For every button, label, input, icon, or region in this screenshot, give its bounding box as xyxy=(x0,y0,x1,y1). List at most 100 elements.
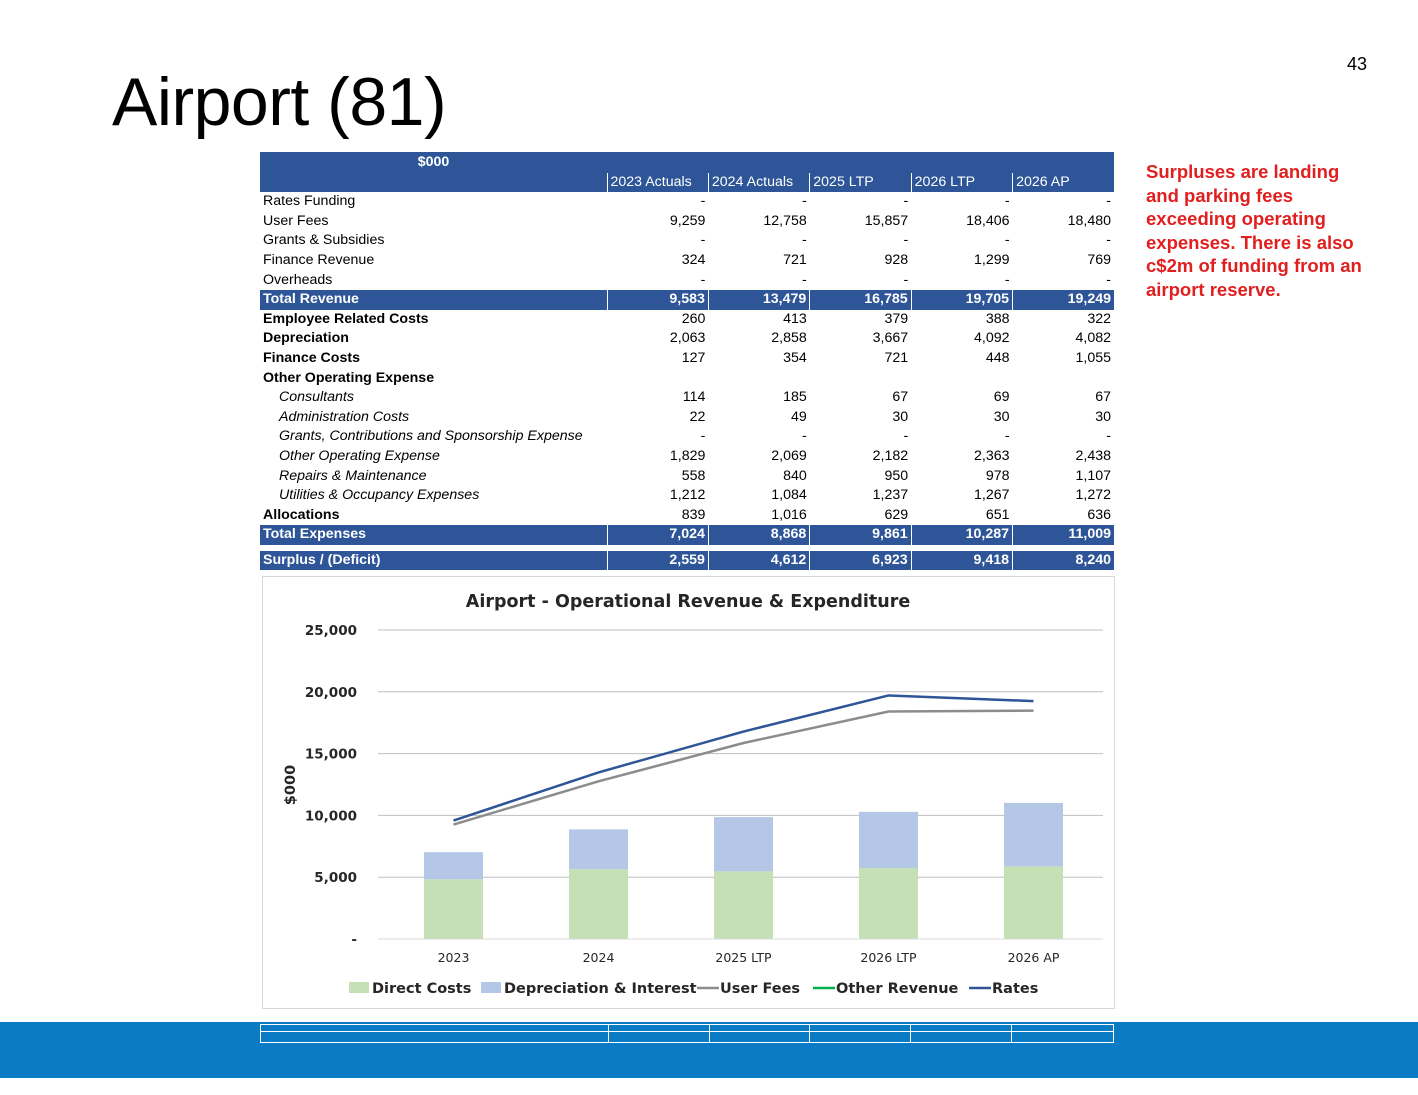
row-label: Grants & Subsidies xyxy=(263,232,385,249)
cell-value: 30 xyxy=(1095,408,1112,425)
row-label: Repairs & Maintenance xyxy=(279,467,427,484)
cell-value: 1,299 xyxy=(974,252,1010,269)
table-row: Other Operating Expense xyxy=(260,368,1114,388)
cell-value: - xyxy=(1106,232,1112,249)
legend-swatch xyxy=(349,982,369,993)
cell-value: 2,069 xyxy=(771,448,807,465)
x-tick-label: 2024 xyxy=(583,950,615,965)
cell-value: 840 xyxy=(783,467,807,484)
bar-depreciation-interest xyxy=(859,811,918,868)
cell-value: 1,055 xyxy=(1075,350,1112,367)
cell-value: 19,705 xyxy=(910,289,1013,310)
cell-value: 49 xyxy=(791,408,807,425)
row-label: Rates Funding xyxy=(263,193,356,210)
cell-value: - xyxy=(1004,232,1010,249)
table-row: Overheads - - - - - xyxy=(260,270,1114,290)
table-unit-header-row: $000 xyxy=(260,152,1115,173)
cell-value: 1,107 xyxy=(1075,467,1112,484)
cell-value: 22 xyxy=(689,408,706,425)
table-row: Administration Costs 22 49 30 30 30 xyxy=(260,408,1114,428)
cell-value: - xyxy=(1004,193,1010,210)
cell-value: 10,287 xyxy=(910,525,1013,545)
row-label: Total Revenue xyxy=(260,289,607,310)
cell-value: 1,829 xyxy=(669,448,706,465)
table-body: Rates Funding - - - - - User Fees 9,259 12,758 15… xyxy=(260,192,1115,571)
cell-value: 30 xyxy=(892,408,909,425)
bar-depreciation-interest xyxy=(714,817,773,872)
row-label: Total Expenses xyxy=(260,525,607,545)
cell-value: 322 xyxy=(1087,310,1112,327)
y-tick-label: 25,000 xyxy=(305,623,357,639)
page-title: Airport (81) xyxy=(112,64,447,140)
line-user-fees xyxy=(453,709,1034,826)
cell-value: - xyxy=(903,232,909,249)
cell-value: 721 xyxy=(884,350,909,367)
legend-label: User Fees xyxy=(720,981,800,997)
cell-value xyxy=(810,368,911,388)
bar-direct-costs xyxy=(714,871,773,939)
unit-label: $000 xyxy=(260,152,607,173)
row-label: Employee Related Costs xyxy=(263,310,429,327)
cell-value: 13,479 xyxy=(707,289,810,310)
table-row: Rates Funding - - - - - xyxy=(260,192,1114,212)
table-row: Utilities & Occupancy Expenses 1,212 1,084… xyxy=(260,486,1114,506)
cell-value: 4,612 xyxy=(707,550,810,571)
cell-value: 769 xyxy=(1087,252,1112,269)
column-header: 2026 AP xyxy=(1012,173,1115,192)
cell-value: 2,438 xyxy=(1075,448,1112,465)
table-row: Grants, Contributions and Sponsorship Ex… xyxy=(260,427,1114,447)
column-header: 2024 Actuals xyxy=(707,173,810,192)
total-row: Total Expenses 7,024 8,868 9,861 10,287 11,00… xyxy=(260,525,1115,545)
footer-table-outline xyxy=(260,1024,1114,1043)
legend-label: Direct Costs xyxy=(372,981,471,997)
bar-direct-costs xyxy=(424,879,483,939)
chart-title: Airport - Operational Revenue & Expendit… xyxy=(466,592,911,612)
y-tick-label: 15,000 xyxy=(305,747,357,763)
cell-value: 950 xyxy=(884,467,909,484)
bar-direct-costs xyxy=(1004,866,1063,939)
cell-value: 9,259 xyxy=(669,212,706,229)
cell-value: 413 xyxy=(783,310,807,327)
cell-value: - xyxy=(802,193,807,210)
cell-value: - xyxy=(1004,271,1010,288)
cell-value: 18,480 xyxy=(1067,212,1112,229)
y-tick-label: - xyxy=(351,932,357,948)
cell-value: - xyxy=(1106,193,1112,210)
cell-value xyxy=(1013,368,1114,388)
cell-value: 30 xyxy=(993,408,1010,425)
cell-value: - xyxy=(903,428,909,445)
cell-value: - xyxy=(802,428,807,445)
cell-value: 1,272 xyxy=(1075,487,1112,504)
x-tick-label: 2025 LTP xyxy=(715,950,772,965)
cell-value: 9,861 xyxy=(809,525,912,545)
y-tick-label: 10,000 xyxy=(305,808,357,824)
cell-value: 651 xyxy=(985,506,1010,523)
cell-value: - xyxy=(1004,428,1010,445)
cell-value: - xyxy=(903,193,909,210)
cell-value: 3,667 xyxy=(872,330,909,347)
cell-value: 7,024 xyxy=(606,525,709,545)
bar-direct-costs xyxy=(859,867,918,939)
cell-value: 1,016 xyxy=(771,506,807,523)
cell-value: 558 xyxy=(681,467,706,484)
table-row: Repairs & Maintenance 558 840 950 978 1,107 xyxy=(260,466,1114,486)
table-row: User Fees 9,259 12,758 15,857 18,406 18,480 xyxy=(260,212,1114,232)
legend-label: Rates xyxy=(992,981,1038,997)
row-label: Allocations xyxy=(263,506,340,523)
cell-value: 15,857 xyxy=(864,212,909,229)
cell-value: 12,758 xyxy=(763,212,807,229)
page-number: 43 xyxy=(1347,54,1368,74)
cell-value: 260 xyxy=(681,310,706,327)
cell-value: 67 xyxy=(1095,389,1112,406)
bar-depreciation-interest xyxy=(569,829,628,870)
cell-value: 114 xyxy=(682,389,706,406)
cell-value: 978 xyxy=(985,467,1010,484)
row-label: Finance Costs xyxy=(263,350,360,367)
row-label: Other Operating Expense xyxy=(279,448,440,465)
cell-value: 16,785 xyxy=(809,289,912,310)
cell-value: - xyxy=(1106,428,1112,445)
cell-value: 629 xyxy=(884,506,909,523)
surplus-callout: Surpluses are landing and parking fees e… xyxy=(1146,161,1362,300)
x-tick-label: 2026 AP xyxy=(1008,950,1060,965)
cell-value xyxy=(607,368,708,388)
